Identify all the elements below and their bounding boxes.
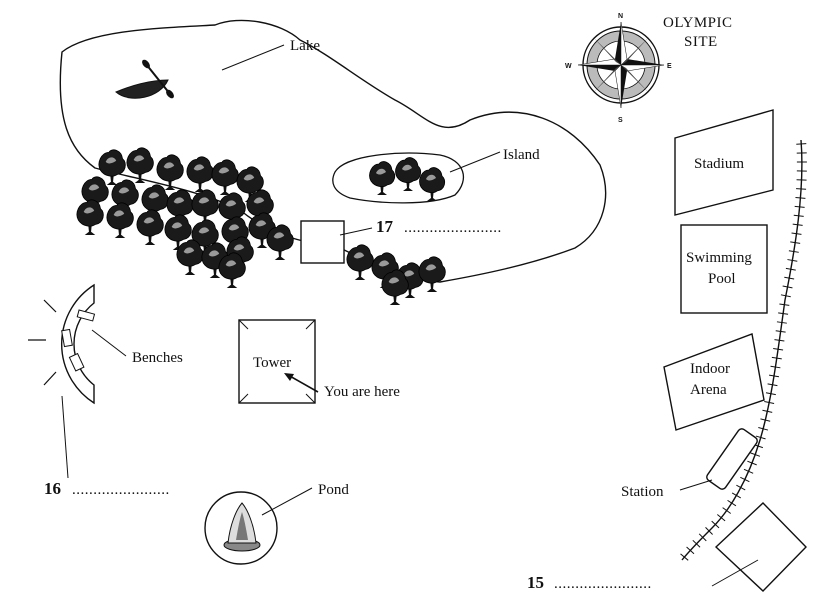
swimming-pool-building (680, 224, 768, 314)
tree-icon (246, 189, 274, 225)
indoor-arena-building (663, 333, 765, 431)
unlabelled-square-17 (300, 220, 345, 264)
indoor-arena-label-line2: Arena (690, 382, 727, 398)
pond-leader-line (261, 487, 313, 516)
question-16-answer-line: ....................... (72, 482, 170, 498)
tree-icon (126, 147, 154, 183)
tree-icon (236, 166, 264, 202)
tower-square (238, 319, 316, 404)
boat-icon (115, 59, 174, 99)
tree-icon (395, 157, 422, 191)
station-label: Station (621, 484, 664, 500)
tree-icon (418, 256, 446, 292)
station-building (706, 428, 758, 490)
unlabelled-diamond-15 (714, 502, 807, 592)
question-15-answer-line: ....................... (554, 576, 652, 592)
swimming-pool-label-line2: Pool (708, 271, 736, 287)
stadium-label: Stadium (694, 156, 744, 172)
compass-west: W (565, 63, 572, 70)
tree-icon (211, 159, 239, 195)
lake-leader-line (221, 44, 285, 71)
pond-label: Pond (318, 482, 349, 498)
question-17-number: 17 (376, 217, 394, 236)
island-leader-line (449, 151, 501, 173)
compass-icon (577, 21, 665, 109)
compass-north: N (618, 13, 623, 20)
station-leader-line (679, 479, 713, 491)
tree-icon (369, 161, 396, 195)
benches-leader-line (91, 329, 127, 357)
island-trees (369, 157, 446, 201)
railway-line (681, 139, 803, 561)
tree-icon (136, 209, 164, 245)
tree-icon (381, 269, 409, 305)
tree-icon (164, 214, 192, 250)
tree-icon (98, 149, 126, 185)
benches-area (28, 283, 96, 405)
swimming-pool-label-line1: Swimming (686, 250, 752, 266)
tree-icon (218, 252, 246, 288)
forest-trees (76, 147, 446, 305)
benches-label: Benches (132, 350, 183, 366)
fountain-icon (223, 502, 261, 552)
question-16-number: 16 (44, 479, 61, 498)
lake-label: Lake (290, 38, 320, 54)
q16-leader-line (61, 395, 69, 479)
island-label: Island (503, 147, 540, 163)
tree-icon (419, 167, 446, 201)
you-are-here-arrow-icon (284, 373, 319, 393)
question-15-number: 15 (527, 573, 544, 592)
tree-icon (176, 239, 204, 275)
tree-icon (191, 189, 219, 225)
tree-icon (156, 154, 184, 190)
question-17-answer-line: ....................... (404, 220, 502, 236)
tree-icon (186, 156, 214, 192)
tree-icon (346, 244, 374, 280)
tower-label: Tower (253, 355, 291, 371)
q17-leader-line (339, 227, 373, 236)
q15-leader-line (711, 559, 759, 587)
tree-icon (191, 219, 219, 255)
map-title-line1: OLYMPIC (663, 15, 733, 31)
tree-icon (106, 202, 134, 238)
compass-south: S (618, 117, 623, 124)
stadium-building (674, 109, 774, 216)
map-title-line2: SITE (684, 34, 718, 50)
indoor-arena-label-line1: Indoor (690, 361, 730, 377)
tree-icon (266, 224, 294, 260)
compass-east: E (667, 63, 672, 70)
tree-icon (76, 199, 104, 235)
island-outline (332, 152, 464, 204)
you-are-here-label: You are here (324, 384, 400, 400)
